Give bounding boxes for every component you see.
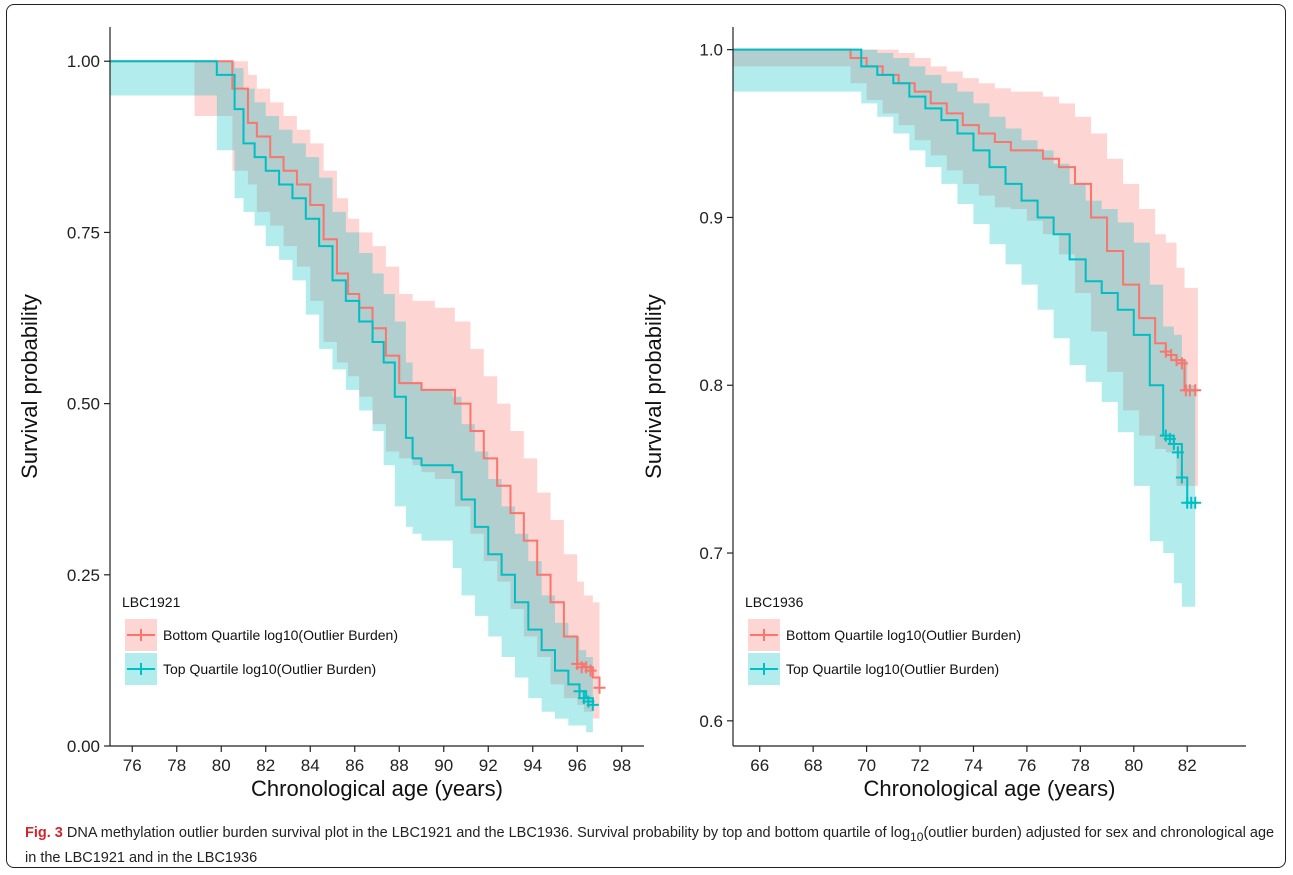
- legend-label-bottom: Bottom Quartile log10(Outlier Burden): [786, 627, 1021, 643]
- y-tick-label: 0.50: [67, 395, 100, 414]
- legend-title: LBC1936: [745, 594, 804, 610]
- x-tick-label: 98: [612, 756, 631, 775]
- censor-mark-top: [1167, 437, 1180, 450]
- censor-mark-top: [573, 685, 586, 698]
- chart-panel-2: 66 68 70 72 74 76 78 80 82 0.6 0.7 0.8 0.9 1.0 Chronol…: [641, 27, 1246, 801]
- x-tick-label: 72: [911, 756, 930, 775]
- x-axis-title: Chronological age (years): [251, 776, 503, 801]
- censor-mark-bottom: [584, 664, 597, 677]
- x-tick-label: 94: [523, 756, 542, 775]
- figure-frame: 76 78 80 82 84 86 88 90 92 94 96 98 0.00 0.25 0.50 0.75…: [6, 4, 1286, 868]
- y-tick-label: 0.9: [699, 208, 723, 227]
- x-tick-label: 80: [1124, 756, 1143, 775]
- legend-label-bottom: Bottom Quartile log10(Outlier Burden): [163, 627, 398, 643]
- survival-line-top: [110, 60, 594, 705]
- legend-title: LBC1921: [122, 594, 181, 610]
- x-tick-label: 74: [964, 756, 983, 775]
- x-tick-label: 78: [167, 756, 186, 775]
- y-tick-label: 1.0: [699, 41, 723, 60]
- figure-caption: Fig. 3 DNA methylation outlier burden su…: [25, 823, 1280, 869]
- legend: LBC1936 Bottom Quartile log10(Outlier Bur…: [745, 594, 1021, 685]
- y-axis-title: Survival probability: [641, 294, 666, 479]
- y-tick-label: 0.25: [67, 566, 100, 585]
- confidence-band-top: [110, 61, 593, 733]
- x-tick-label: 82: [1178, 756, 1197, 775]
- y-tick-label: 0.6: [699, 712, 723, 731]
- legend-label-top: Top Quartile log10(Outlier Burden): [163, 661, 376, 677]
- y-tick-label: 0.7: [699, 544, 723, 563]
- x-tick-label: 82: [256, 756, 275, 775]
- y-tick-label: 0.75: [67, 223, 100, 242]
- censor-mark-top: [1171, 446, 1184, 459]
- confidence-band-bottom: [733, 49, 1198, 486]
- x-tick-label: 78: [1071, 756, 1090, 775]
- legend: LBC1921 Bottom Quartile log10(Outlier Bur…: [122, 594, 398, 685]
- x-axis-title: Chronological age (years): [864, 776, 1116, 801]
- confidence-band-top: [733, 49, 1196, 607]
- confidence-band-bottom: [110, 61, 600, 719]
- censor-mark-bottom: [1175, 357, 1188, 370]
- survival-line-top: [733, 48, 1196, 504]
- x-tick-label: 80: [212, 756, 231, 775]
- survival-line-bottom: [733, 48, 1198, 392]
- censor-mark-bottom: [1165, 349, 1178, 362]
- caption-text-part2: (outlier burden) adjusted for sex and ch…: [25, 825, 1275, 866]
- x-tick-label: 92: [479, 756, 498, 775]
- y-tick-label: 0.00: [67, 737, 100, 756]
- x-tick-label: 76: [123, 756, 142, 775]
- x-tick-label: 84: [301, 756, 320, 775]
- legend-label-top: Top Quartile log10(Outlier Burden): [786, 661, 999, 677]
- x-tick-label: 76: [1017, 756, 1036, 775]
- survival-charts: 76 78 80 82 84 86 88 90 92 94 96 98 0.00 0.25 0.50 0.75…: [17, 27, 1246, 801]
- legend-key-line-bottom: [750, 629, 778, 641]
- y-tick-label: 1.00: [67, 52, 100, 71]
- x-tick-label: 70: [857, 756, 876, 775]
- legend-key-line-top: [750, 663, 778, 675]
- legend-key-line-bottom: [127, 629, 155, 641]
- censor-mark-bottom: [1189, 384, 1202, 397]
- x-tick-label: 86: [345, 756, 364, 775]
- y-axis-title: Survival probability: [17, 294, 42, 479]
- x-tick-label: 90: [434, 756, 453, 775]
- y-tick-label: 0.8: [699, 376, 723, 395]
- chart-panel-1: 76 78 80 82 84 86 88 90 92 94 96 98 0.00 0.25 0.50 0.75…: [17, 27, 644, 801]
- censor-mark-top: [586, 698, 599, 711]
- x-tick-label: 96: [568, 756, 587, 775]
- x-tick-label: 88: [390, 756, 409, 775]
- x-tick-label: 68: [804, 756, 823, 775]
- survival-line-bottom: [110, 60, 601, 688]
- censor-mark-bottom: [593, 681, 606, 694]
- censor-mark-top: [1175, 471, 1188, 484]
- caption-subscript: 10: [910, 829, 924, 844]
- caption-text-part1: DNA methylation outlier burden survival …: [62, 825, 911, 841]
- x-tick-label: 66: [750, 756, 769, 775]
- censor-mark-top: [1189, 496, 1202, 509]
- legend-key-line-top: [127, 663, 155, 675]
- figure-label: Fig. 3: [25, 825, 63, 841]
